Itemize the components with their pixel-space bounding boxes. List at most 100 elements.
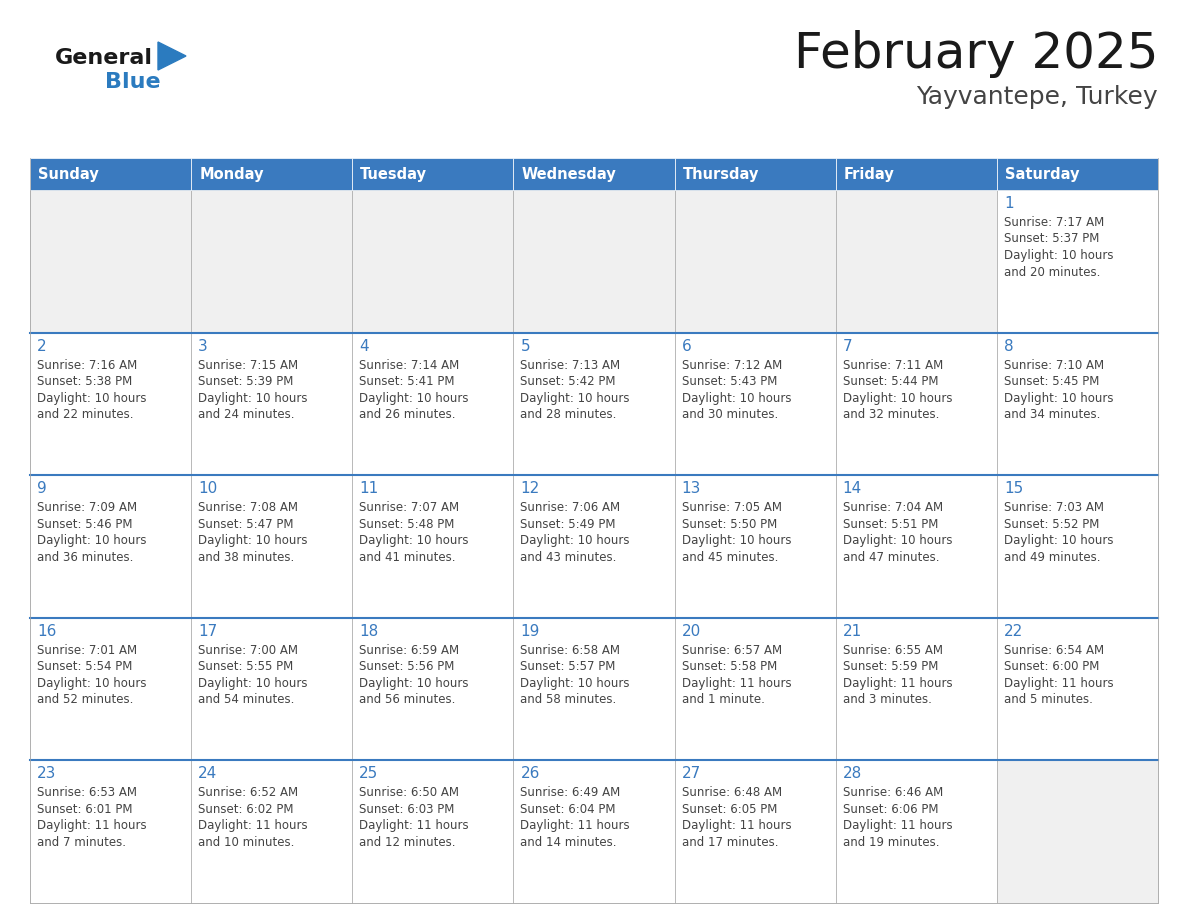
Text: Daylight: 10 hours: Daylight: 10 hours (682, 392, 791, 405)
Text: Daylight: 10 hours: Daylight: 10 hours (520, 392, 630, 405)
Text: and 32 minutes.: and 32 minutes. (842, 409, 939, 421)
Bar (835, 332, 997, 476)
Text: 14: 14 (842, 481, 862, 497)
Text: 6: 6 (682, 339, 691, 353)
Text: Sunrise: 6:50 AM: Sunrise: 6:50 AM (359, 787, 460, 800)
Text: 1: 1 (1004, 196, 1013, 211)
Bar (191, 760, 353, 903)
Text: 25: 25 (359, 767, 379, 781)
Bar (513, 158, 675, 190)
Text: Sunrise: 7:13 AM: Sunrise: 7:13 AM (520, 359, 620, 372)
Bar (675, 618, 835, 760)
Text: 13: 13 (682, 481, 701, 497)
Bar (191, 476, 353, 618)
Bar (835, 158, 997, 190)
Text: Sunrise: 7:17 AM: Sunrise: 7:17 AM (1004, 216, 1104, 229)
Bar (353, 618, 513, 760)
Text: Sunset: 5:38 PM: Sunset: 5:38 PM (37, 375, 132, 388)
Text: Daylight: 10 hours: Daylight: 10 hours (37, 677, 146, 689)
Bar (997, 476, 1158, 618)
Bar (30, 190, 191, 332)
Text: 26: 26 (520, 767, 539, 781)
Text: and 38 minutes.: and 38 minutes. (198, 551, 295, 564)
Bar (353, 332, 513, 476)
Text: Daylight: 10 hours: Daylight: 10 hours (37, 534, 146, 547)
Text: and 19 minutes.: and 19 minutes. (842, 836, 940, 849)
Text: Daylight: 11 hours: Daylight: 11 hours (198, 820, 308, 833)
Text: Sunset: 5:57 PM: Sunset: 5:57 PM (520, 660, 615, 673)
Text: and 30 minutes.: and 30 minutes. (682, 409, 778, 421)
Bar (30, 760, 191, 903)
Text: and 34 minutes.: and 34 minutes. (1004, 409, 1100, 421)
Text: Daylight: 11 hours: Daylight: 11 hours (682, 820, 791, 833)
Text: and 43 minutes.: and 43 minutes. (520, 551, 617, 564)
Text: and 41 minutes.: and 41 minutes. (359, 551, 456, 564)
Text: Daylight: 11 hours: Daylight: 11 hours (1004, 677, 1113, 689)
Text: Sunset: 5:59 PM: Sunset: 5:59 PM (842, 660, 939, 673)
Text: 10: 10 (198, 481, 217, 497)
Text: Sunrise: 6:57 AM: Sunrise: 6:57 AM (682, 644, 782, 656)
Text: Sunrise: 7:11 AM: Sunrise: 7:11 AM (842, 359, 943, 372)
Text: 21: 21 (842, 624, 862, 639)
Text: Yayvantepe, Turkey: Yayvantepe, Turkey (916, 85, 1158, 109)
Bar (353, 476, 513, 618)
Text: Sunset: 6:01 PM: Sunset: 6:01 PM (37, 803, 133, 816)
Text: Sunrise: 6:52 AM: Sunrise: 6:52 AM (198, 787, 298, 800)
Text: 16: 16 (37, 624, 56, 639)
Text: Sunset: 5:41 PM: Sunset: 5:41 PM (359, 375, 455, 388)
Text: Daylight: 10 hours: Daylight: 10 hours (198, 392, 308, 405)
Text: Sunset: 6:02 PM: Sunset: 6:02 PM (198, 803, 293, 816)
Bar (191, 190, 353, 332)
Text: Daylight: 10 hours: Daylight: 10 hours (1004, 392, 1113, 405)
Text: 23: 23 (37, 767, 56, 781)
Bar (513, 332, 675, 476)
Text: Daylight: 10 hours: Daylight: 10 hours (37, 392, 146, 405)
Text: Sunrise: 7:16 AM: Sunrise: 7:16 AM (37, 359, 138, 372)
Bar (835, 618, 997, 760)
Text: Sunset: 5:44 PM: Sunset: 5:44 PM (842, 375, 939, 388)
Bar (997, 618, 1158, 760)
Bar (353, 158, 513, 190)
Bar (675, 332, 835, 476)
Bar (30, 158, 191, 190)
Text: Sunset: 5:49 PM: Sunset: 5:49 PM (520, 518, 615, 531)
Text: 5: 5 (520, 339, 530, 353)
Bar (513, 476, 675, 618)
Text: Sunset: 6:06 PM: Sunset: 6:06 PM (842, 803, 939, 816)
Bar (997, 190, 1158, 332)
Text: Daylight: 11 hours: Daylight: 11 hours (842, 820, 953, 833)
Text: and 47 minutes.: and 47 minutes. (842, 551, 940, 564)
Text: Sunrise: 7:07 AM: Sunrise: 7:07 AM (359, 501, 460, 514)
Text: 18: 18 (359, 624, 379, 639)
Polygon shape (158, 42, 187, 70)
Text: 11: 11 (359, 481, 379, 497)
Text: Sunrise: 7:15 AM: Sunrise: 7:15 AM (198, 359, 298, 372)
Text: Daylight: 10 hours: Daylight: 10 hours (359, 534, 469, 547)
Text: and 20 minutes.: and 20 minutes. (1004, 265, 1100, 278)
Text: Daylight: 11 hours: Daylight: 11 hours (37, 820, 146, 833)
Text: February 2025: February 2025 (794, 30, 1158, 78)
Text: and 1 minute.: and 1 minute. (682, 693, 764, 706)
Text: Daylight: 10 hours: Daylight: 10 hours (520, 534, 630, 547)
Text: Daylight: 10 hours: Daylight: 10 hours (1004, 249, 1113, 262)
Text: Sunset: 6:03 PM: Sunset: 6:03 PM (359, 803, 455, 816)
Text: 9: 9 (37, 481, 46, 497)
Text: Sunrise: 7:04 AM: Sunrise: 7:04 AM (842, 501, 943, 514)
Text: Sunday: Sunday (38, 166, 99, 182)
Text: and 28 minutes.: and 28 minutes. (520, 409, 617, 421)
Text: Daylight: 10 hours: Daylight: 10 hours (842, 534, 953, 547)
Text: Sunrise: 6:58 AM: Sunrise: 6:58 AM (520, 644, 620, 656)
Text: and 58 minutes.: and 58 minutes. (520, 693, 617, 706)
Text: Sunrise: 7:08 AM: Sunrise: 7:08 AM (198, 501, 298, 514)
Text: Wednesday: Wednesday (522, 166, 617, 182)
Text: and 12 minutes.: and 12 minutes. (359, 836, 456, 849)
Text: and 49 minutes.: and 49 minutes. (1004, 551, 1100, 564)
Text: Sunset: 5:51 PM: Sunset: 5:51 PM (842, 518, 939, 531)
Text: Sunset: 6:00 PM: Sunset: 6:00 PM (1004, 660, 1099, 673)
Text: and 24 minutes.: and 24 minutes. (198, 409, 295, 421)
Text: Daylight: 10 hours: Daylight: 10 hours (359, 677, 469, 689)
Bar (353, 760, 513, 903)
Bar (835, 476, 997, 618)
Text: Sunrise: 7:09 AM: Sunrise: 7:09 AM (37, 501, 137, 514)
Bar (835, 190, 997, 332)
